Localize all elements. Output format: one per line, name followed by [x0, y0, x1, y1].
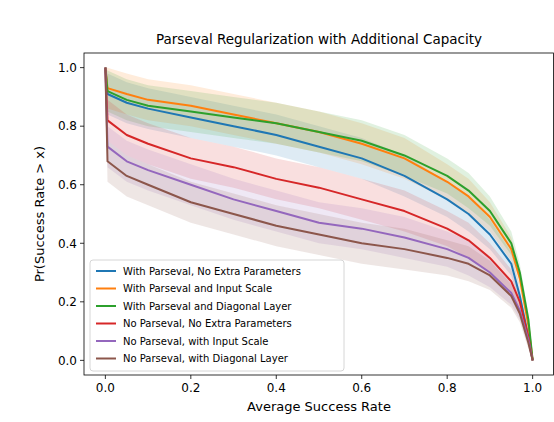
legend-label: No Parseval, with Input Scale [123, 336, 269, 347]
y-tick [80, 67, 84, 68]
legend-box [90, 260, 344, 371]
legend-label: No Parseval, with Diagonal Layer [123, 353, 289, 364]
y-tick-label: 0.2 [58, 295, 77, 309]
y-tick-label: 0.8 [58, 119, 77, 133]
x-tick [190, 375, 191, 379]
x-tick-label: 0.4 [267, 381, 286, 395]
legend-swatch [96, 288, 116, 290]
y-tick-label: 0.4 [58, 237, 77, 251]
y-tick-label: 1.0 [58, 61, 77, 75]
x-tick [361, 375, 362, 379]
x-tick-label: 0.8 [438, 381, 457, 395]
legend-swatch [96, 305, 116, 307]
legend-label: No Parseval, No Extra Parameters [123, 318, 292, 329]
plot-frame [84, 53, 554, 375]
x-tick [105, 375, 106, 379]
x-tick [447, 375, 448, 379]
y-tick-label: 0.0 [58, 354, 77, 368]
x-tick [276, 375, 277, 379]
legend: With Parseval, No Extra Parameters With P… [90, 260, 344, 371]
x-tick-label: 1.0 [523, 381, 542, 395]
y-tick [80, 243, 84, 244]
y-axis-label: Pr(Success Rate > x) [32, 146, 47, 282]
legend-label: With Parseval and Input Scale [123, 283, 272, 294]
legend-label: With Parseval and Diagonal Layer [123, 301, 292, 312]
legend-swatch [96, 340, 116, 342]
x-tick [532, 375, 533, 379]
y-tick [80, 301, 84, 302]
x-tick-label: 0.0 [96, 381, 115, 395]
chart: Parseval Regularization with Additional … [0, 0, 554, 422]
legend-label: With Parseval, No Extra Parameters [123, 266, 301, 277]
title: Parseval Regularization with Additional … [156, 31, 482, 47]
x-axis-label: Average Success Rate [247, 399, 391, 414]
background [0, 0, 554, 422]
legend-swatch [96, 358, 116, 360]
y-tick-label: 0.6 [58, 178, 77, 192]
x-tick-label: 0.2 [181, 381, 200, 395]
y-tick [80, 126, 84, 127]
y-tick [80, 184, 84, 185]
y-tick [80, 360, 84, 361]
legend-swatch [96, 323, 116, 325]
legend-swatch [96, 270, 116, 272]
x-tick-label: 0.6 [352, 381, 371, 395]
